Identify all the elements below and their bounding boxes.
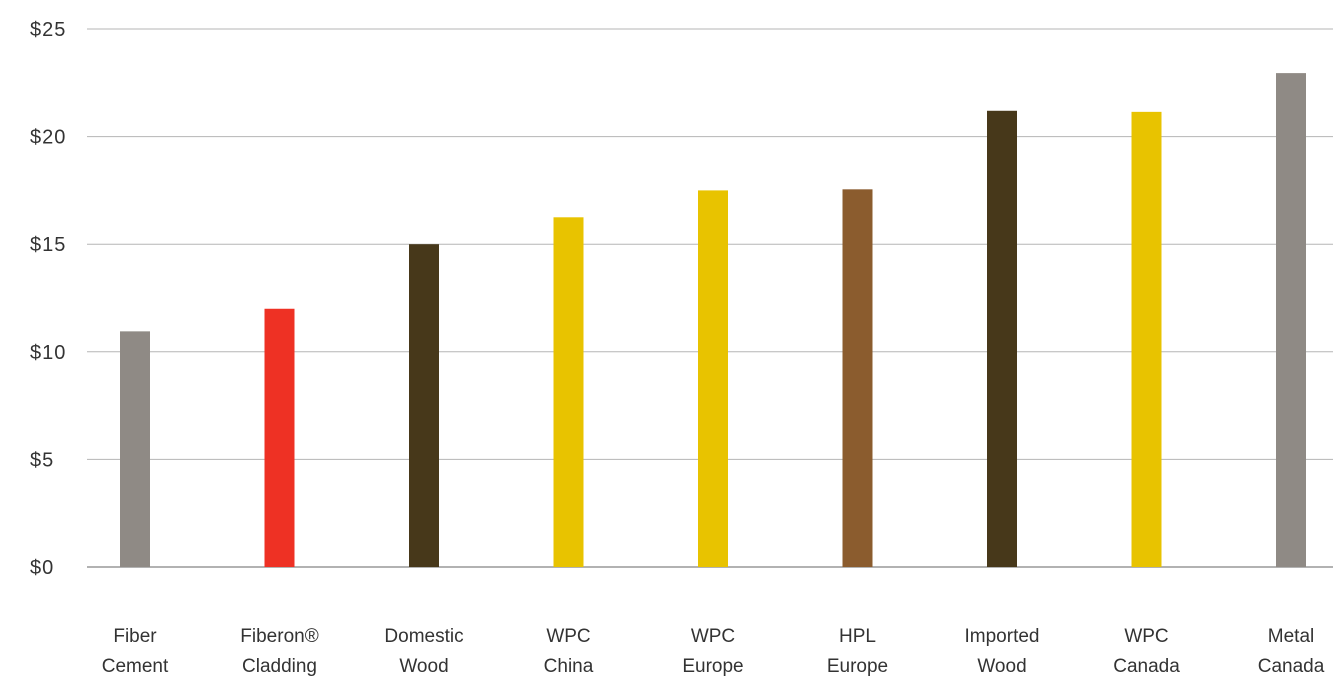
x-tick-label: Fiberon® [240, 626, 318, 647]
x-tick-label: WPC [1124, 626, 1168, 647]
bar [409, 244, 439, 567]
bar [120, 331, 150, 567]
bar [553, 217, 584, 568]
bar [698, 190, 728, 567]
bar [1131, 111, 1162, 568]
x-tick-label: Fiber [113, 626, 157, 647]
x-tick-label: HPL [839, 626, 876, 647]
x-tick-label: Europe [682, 656, 743, 677]
bar [264, 308, 295, 567]
x-tick-label: Europe [827, 656, 888, 677]
x-tick-label: China [544, 656, 594, 677]
bar [1276, 73, 1306, 567]
x-axis-labels: Fiber Cement Fiberon® Cladding Domestic Wood W… [102, 626, 1325, 677]
x-tick-label: Domestic [384, 626, 463, 647]
x-tick-label: Wood [399, 656, 448, 677]
y-tick-label: $15 [30, 234, 66, 256]
y-tick-label: $10 [30, 342, 66, 364]
y-tick-label: $25 [30, 19, 66, 41]
x-tick-label: WPC [546, 626, 590, 647]
x-tick-label: Canada [1113, 656, 1180, 677]
bars-layer [120, 73, 1306, 568]
x-tick-label: Cement [102, 656, 169, 677]
bar [987, 110, 1017, 567]
y-tick-label: $5 [30, 449, 54, 471]
y-tick-label: $20 [30, 127, 66, 149]
x-tick-label: Cladding [242, 656, 317, 677]
x-tick-label: Imported [965, 626, 1040, 647]
y-tick-label: $0 [30, 557, 54, 579]
x-tick-label: Wood [977, 656, 1026, 677]
y-axis-ticks: $0 $5 $10 $15 $20 $25 [30, 19, 66, 579]
x-tick-label: Metal [1268, 626, 1314, 647]
x-tick-label: WPC [691, 626, 735, 647]
x-tick-label: Canada [1258, 656, 1325, 677]
bar [842, 189, 873, 567]
